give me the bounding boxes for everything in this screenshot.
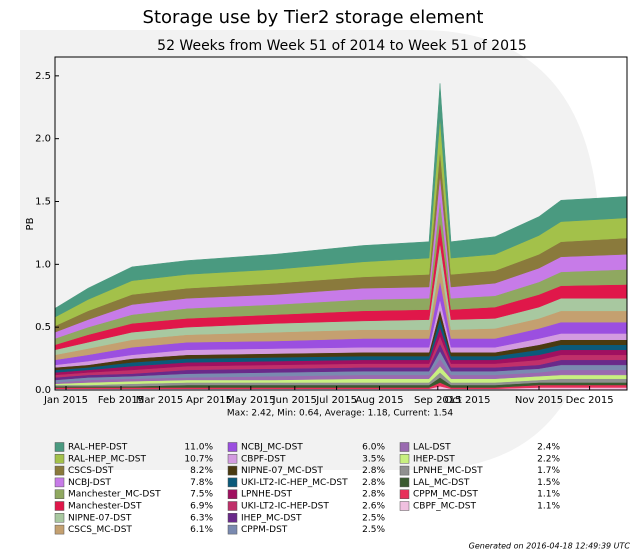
legend-share: 2.8% xyxy=(362,490,385,500)
legend-share: 2.5% xyxy=(362,513,385,523)
legend-label: RAL-HEP-DST xyxy=(68,443,128,453)
legend-swatch xyxy=(227,524,238,535)
x-tick-label: Apr 2015 xyxy=(186,395,232,406)
legend-share: 6.3% xyxy=(190,513,213,523)
legend-label: CBPF-DST xyxy=(241,454,286,464)
legend-label: LAL-DST xyxy=(413,443,451,453)
legend-label: UKI-LT2-IC-HEP_MC-DST xyxy=(241,478,348,488)
legend-share: 2.5% xyxy=(362,525,385,535)
x-tick-label: Mar 2015 xyxy=(136,395,184,406)
legend-label: IHEP_MC-DST xyxy=(241,513,302,523)
legend-swatch xyxy=(227,489,238,499)
legend-label: CPPM-DST xyxy=(241,525,288,535)
y-tick-label: 2.0 xyxy=(35,134,51,145)
legend-label: NCBJ-DST xyxy=(68,478,111,488)
legend-label: Manchester_MC-DST xyxy=(68,490,161,500)
legend-label: CBPF_MC-DST xyxy=(413,502,477,512)
y-tick-label: 0.0 xyxy=(35,385,51,396)
legend-swatch xyxy=(399,489,410,499)
legend-share: 11.0% xyxy=(184,443,213,453)
legend-label: LPNHE-DST xyxy=(241,490,293,500)
legend-swatch xyxy=(399,465,410,476)
legend-share: 2.6% xyxy=(362,502,385,512)
legend-swatch xyxy=(54,489,65,499)
legend-swatch xyxy=(399,501,410,511)
legend-swatch xyxy=(54,454,65,464)
legend-share: 2.4% xyxy=(537,443,560,453)
legend-share: 8.2% xyxy=(190,466,213,476)
legend-label: LPNHE_MC-DST xyxy=(413,466,483,476)
legend-share: 1.5% xyxy=(537,478,560,488)
legend-swatch xyxy=(54,477,65,488)
y-axis-label: PB xyxy=(25,217,36,230)
legend-swatch xyxy=(227,501,238,511)
chart-title: Storage use by Tier2 storage element xyxy=(143,7,484,28)
x-tick-label: Jan 2015 xyxy=(43,395,88,406)
legend-share: 7.5% xyxy=(190,490,213,500)
legend-swatch xyxy=(54,524,65,535)
x-tick-label: May 2015 xyxy=(226,395,275,406)
x-tick-label: Dec 2015 xyxy=(566,395,614,406)
legend-share: 10.7% xyxy=(184,454,213,464)
x-tick-label: Jun 2015 xyxy=(272,395,317,406)
legend-swatch xyxy=(399,477,410,488)
legend-label: RAL-HEP_MC-DST xyxy=(68,454,146,464)
legend-swatch xyxy=(54,465,65,476)
x-tick-label: Aug 2015 xyxy=(355,395,403,406)
legend-share: 1.7% xyxy=(537,466,560,476)
y-tick-label: 0.5 xyxy=(35,322,51,333)
legend-share: 1.1% xyxy=(537,502,560,512)
x-tick-label: Sep 2015 xyxy=(414,395,461,406)
x-tick-label: Nov 2015 xyxy=(515,395,563,406)
legend-share: 2.8% xyxy=(362,478,385,488)
legend-swatch xyxy=(54,501,65,511)
legend-swatch xyxy=(399,454,410,464)
legend-swatch xyxy=(227,442,238,452)
legend-label: LAL_MC-DST xyxy=(413,478,470,488)
legend-share: 7.8% xyxy=(190,478,213,488)
legend-label: CSCS_MC-DST xyxy=(68,525,132,535)
legend-label: CPPM_MC-DST xyxy=(413,490,478,500)
legend-swatch xyxy=(227,477,238,488)
footer: Generated on 2016-04-18 12:49:39 UTC xyxy=(469,542,631,551)
legend-share: 2.2% xyxy=(537,454,560,464)
legend-swatch xyxy=(54,513,65,523)
legend-share: 2.8% xyxy=(362,466,385,476)
legend-swatch xyxy=(54,442,65,452)
x-tick-label: Feb 2015 xyxy=(98,395,144,406)
legend-swatch xyxy=(227,513,238,523)
legend-label: UKI-LT2-IC-HEP-DST xyxy=(241,502,329,512)
legend-label: IHEP-DST xyxy=(413,454,455,464)
legend-label: CSCS-DST xyxy=(68,466,114,476)
legend-label: NCBJ_MC-DST xyxy=(241,443,303,453)
legend-share: 6.9% xyxy=(190,502,213,512)
x-tick-label: Oct 2015 xyxy=(445,395,491,406)
legend-share: 6.0% xyxy=(362,443,385,453)
legend-label: NIPNE-07_MC-DST xyxy=(241,466,323,476)
y-tick-label: 2.5 xyxy=(35,71,51,82)
legend-swatch xyxy=(227,465,238,476)
legend-swatch xyxy=(227,454,238,464)
x-tick-label: Jul 2015 xyxy=(315,395,357,406)
plot-frame xyxy=(54,56,628,391)
legend-label: NIPNE-07-DST xyxy=(68,513,132,523)
legend-share: 6.1% xyxy=(190,525,213,535)
legend-share: 3.5% xyxy=(362,454,385,464)
y-tick-label: 1.5 xyxy=(35,197,51,208)
legend-swatch xyxy=(399,442,410,452)
chart-subtitle: 52 Weeks from Week 51 of 2014 to Week 51… xyxy=(157,38,527,54)
y-tick-label: 1.0 xyxy=(35,259,51,270)
summary: Max: 2.42, Min: 0.64, Average: 1.18, Cur… xyxy=(227,409,454,419)
legend-label: Manchester-DST xyxy=(68,502,142,512)
legend-share: 1.1% xyxy=(537,490,560,500)
